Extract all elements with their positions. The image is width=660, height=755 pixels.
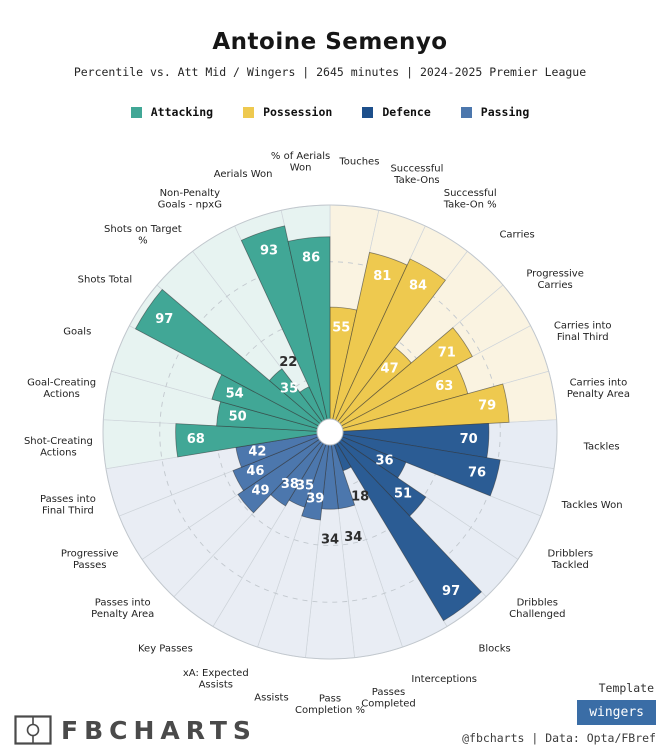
defence-swatch-icon: [362, 106, 374, 118]
slice-successful-take-on-pct: [329, 258, 446, 433]
slice-label-shot-creating-actions: Shot-Creating Actions: [24, 435, 93, 458]
slice-label-tackles-won: Tackles Won: [561, 499, 623, 510]
slice-label-successful-take-on-pct: Successful Take-On %: [443, 188, 497, 211]
passing-swatch-icon: [460, 106, 472, 118]
slice-label-dribbles-challenged: Dribbles Challenged: [509, 597, 565, 620]
slice-label-touches: Touches: [338, 156, 379, 167]
slice-aerials-won: [240, 225, 331, 433]
slice-label-key-passes: Key Passes: [138, 643, 193, 654]
slice-label-tackles: Tackles: [583, 441, 620, 452]
slice-label-blocks: Blocks: [478, 643, 510, 654]
slice-value-key-passes: 38: [281, 477, 299, 492]
legend-label: Possession: [263, 105, 333, 119]
slice-label-shots-on-target-pct: Shots on Target%: [104, 223, 182, 246]
slice-value-passes-into-final-third: 42: [248, 445, 266, 460]
slice-label-progressive-passes: Progressive Passes: [61, 548, 119, 571]
slice-value-shots-on-target-pct: 35: [280, 381, 298, 396]
slice-value-blocks: 97: [442, 584, 460, 599]
slice-value-interceptions: 18: [351, 490, 369, 505]
slice-value-xa-expected-assists: 35: [296, 479, 314, 494]
attacking-swatch-icon: [130, 106, 142, 118]
center-hub: [316, 418, 344, 446]
slice-label-goals: Goals: [63, 326, 91, 337]
slice-label-carries: Carries: [499, 229, 534, 240]
slice-shots-on-target-pct: [268, 368, 331, 433]
brand-name: FBCHARTS: [61, 715, 257, 745]
slice-label-successful-take-ons: Successful Take-Ons: [390, 163, 443, 186]
slice-value-carries: 47: [381, 362, 399, 377]
slice-value-carries-into-final-third: 63: [435, 379, 453, 394]
legend-item-passing: Passing: [460, 105, 530, 119]
slice-carries-into-penalty-area: [329, 383, 510, 433]
slice-value-progressive-passes: 46: [246, 464, 264, 479]
possession-swatch-icon: [243, 106, 255, 118]
pitch-icon: [14, 715, 52, 745]
slice-shots-total: [134, 288, 331, 433]
page-title: Antoine Semenyo: [212, 29, 448, 55]
slice-value-goal-creating-actions: 50: [229, 409, 247, 424]
slice-label-dribblers-tackled: Dribblers Tackled: [548, 548, 594, 571]
slice-tackles-won: [329, 431, 501, 497]
slice-pct-of-aerials-won: [287, 236, 331, 433]
slice-label-passes-into-final-third: Passes into Final Third: [40, 494, 96, 517]
slice-value-progressive-carries: 71: [438, 345, 456, 360]
slice-value-passes-into-penalty-area: 49: [251, 484, 269, 499]
slice-label-interceptions: Interceptions: [411, 673, 477, 684]
outer-ring: [102, 204, 558, 660]
slice-value-successful-take-ons: 81: [373, 269, 391, 284]
slice-label-carries-into-penalty-area: Carries into Penalty Area: [567, 377, 630, 400]
slice-label-shots-total: Shots Total: [78, 274, 132, 285]
slice-value-passes-completed: 34: [344, 530, 362, 545]
slice-value-carries-into-penalty-area: 79: [478, 399, 496, 414]
slice-passes-into-penalty-area: [237, 431, 331, 514]
slice-label-xa-expected-assists: xA: Expected Assists: [183, 668, 249, 691]
legend-item-attacking: Attacking: [130, 105, 214, 119]
slice-value-shots-total: 97: [155, 312, 173, 327]
slice-label-pct-of-aerials-won: % of Aerials Won: [271, 150, 330, 173]
slice-shot-creating-actions: [175, 423, 331, 458]
slice-progressive-carries: [329, 327, 473, 433]
slice-value-dribbles-challenged: 51: [394, 487, 412, 502]
slice-value-aerials-won: 93: [260, 243, 278, 258]
slice-label-passes-completed: Passes Completed: [361, 686, 416, 709]
slice-value-goals: 54: [226, 387, 244, 402]
brand-logo: FBCHARTS: [14, 715, 257, 745]
slice-label-carries-into-final-third: Carries into Final Third: [554, 320, 612, 343]
slice-value-touches: 55: [332, 320, 350, 335]
slice-label-goal-creating-actions: Goal-Creating Actions: [27, 377, 96, 400]
slice-progressive-passes: [232, 431, 331, 492]
legend: Attacking Possession Defence Passing: [0, 105, 660, 119]
slice-value-shot-creating-actions: 68: [187, 432, 205, 447]
slice-value-successful-take-on-pct: 84: [409, 278, 427, 293]
slice-value-pass-completion-pct: 34: [321, 533, 339, 548]
slice-value-dribblers-tackled: 36: [375, 453, 393, 468]
slice-value-assists: 39: [306, 491, 324, 506]
legend-item-possession: Possession: [243, 105, 332, 119]
slice-label-progressive-carries: Progressive Carries: [526, 268, 584, 291]
legend-item-defence: Defence: [362, 105, 431, 119]
template-wingers-button[interactable]: wingers: [577, 700, 656, 725]
legend-label: Attacking: [150, 105, 214, 119]
slice-label-pass-completion-pct: Pass Completion %: [295, 693, 365, 716]
slice-label-assists: Assists: [254, 692, 288, 703]
slice-label-non-penalty-goals-npxg: Non-Penalty Goals - npxG: [158, 188, 222, 211]
template-label: Template: [598, 681, 654, 695]
slice-value-pct-of-aerials-won: 86: [302, 250, 320, 265]
slice-label-aerials-won: Aerials Won: [214, 169, 273, 180]
slice-label-passes-into-penalty-area: Passes into Penalty Area: [91, 597, 154, 620]
page-subtitle: Percentile vs. Att Mid / Wingers | 2645 …: [73, 65, 587, 79]
legend-label: Passing: [480, 105, 530, 119]
slice-value-non-penalty-goals-npxg: 22: [279, 355, 297, 370]
slice-blocks: [329, 431, 482, 622]
credit-text: @fbcharts | Data: Opta/FBref: [462, 731, 656, 745]
legend-label: Defence: [382, 105, 431, 119]
slice-value-tackles: 70: [460, 432, 478, 447]
slice-value-tackles-won: 76: [468, 465, 486, 480]
